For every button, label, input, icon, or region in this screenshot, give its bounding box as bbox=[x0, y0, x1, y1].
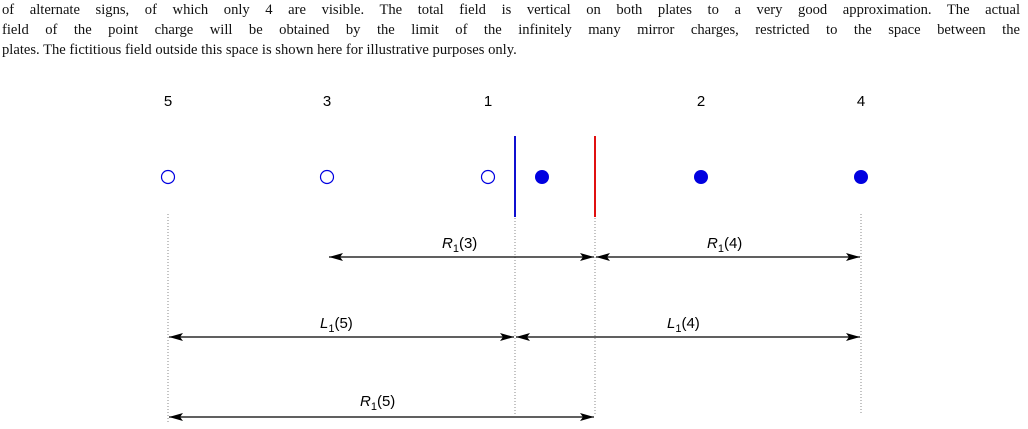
distance-label: R1(5) bbox=[360, 393, 395, 413]
charges bbox=[160, 169, 868, 185]
paragraph: of alternate signs, of which only 4 are … bbox=[2, 0, 1020, 60]
text-line: plates. The fictitious field outside thi… bbox=[2, 42, 517, 58]
charge-label: 2 bbox=[697, 93, 705, 110]
charge-label: 1 bbox=[484, 93, 492, 110]
argument: (4) bbox=[681, 315, 699, 332]
subscript: 1 bbox=[453, 243, 459, 255]
argument: (5) bbox=[334, 315, 352, 332]
subscript: 1 bbox=[328, 323, 334, 335]
text-line: field of the point charge will be obtain… bbox=[2, 22, 1020, 38]
symbol: L bbox=[667, 315, 675, 332]
charge-label: 3 bbox=[323, 93, 331, 110]
symbol: R bbox=[707, 235, 718, 252]
charge-label: 4 bbox=[857, 93, 865, 110]
symbol: R bbox=[360, 393, 371, 410]
distance-label: L1(5) bbox=[320, 315, 353, 335]
subscript: 1 bbox=[675, 323, 681, 335]
mirror-charge bbox=[160, 169, 176, 185]
text-line: of alternate signs, of which only 4 are … bbox=[2, 2, 1020, 18]
mirror-charge bbox=[854, 170, 868, 184]
mirror-charge bbox=[694, 170, 708, 184]
charge-labels: 5 3 1 2 4 bbox=[164, 93, 865, 110]
argument: (5) bbox=[377, 393, 395, 410]
arrows bbox=[169, 253, 860, 421]
mirror-charge bbox=[480, 169, 496, 185]
distance-label: R1(4) bbox=[707, 235, 742, 255]
symbol: R bbox=[442, 235, 453, 252]
argument: (4) bbox=[724, 235, 742, 252]
distance-label: L1(4) bbox=[667, 315, 700, 335]
mirror-charge bbox=[319, 169, 335, 185]
distance-labels: R1(3) R1(4) L1(5) L1(4) R1(5) bbox=[320, 235, 742, 413]
point-charge bbox=[535, 170, 549, 184]
guide-lines bbox=[167, 214, 862, 424]
charge-label: 5 bbox=[164, 93, 172, 110]
symbol: L bbox=[320, 315, 328, 332]
argument: (3) bbox=[459, 235, 477, 252]
subscript: 1 bbox=[371, 401, 377, 413]
distance-label: R1(3) bbox=[442, 235, 477, 255]
subscript: 1 bbox=[718, 243, 724, 255]
